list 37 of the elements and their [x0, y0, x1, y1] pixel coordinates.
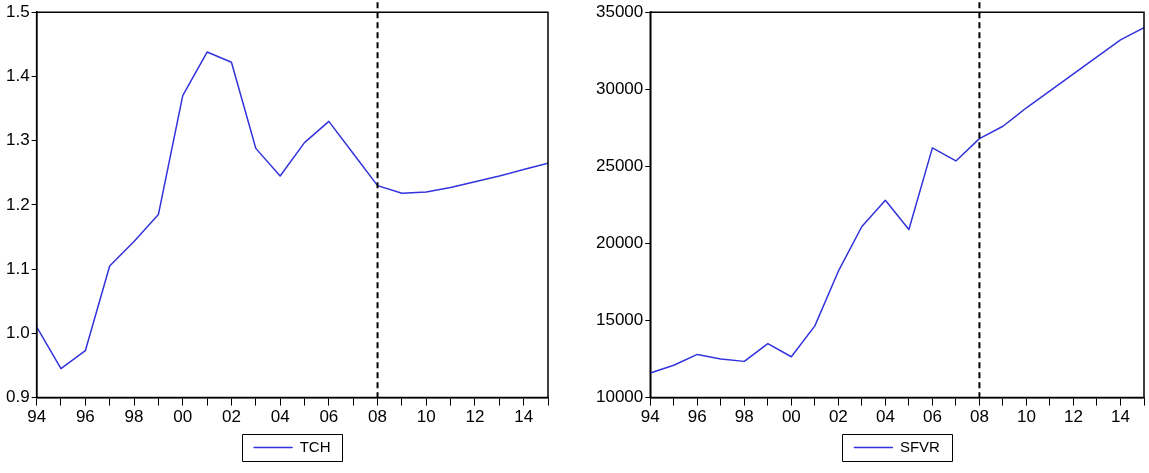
y-tick-label: 0.9 — [5, 387, 30, 407]
y-tick-label: 1.1 — [5, 258, 30, 278]
x-tick-label: 94 — [640, 407, 660, 427]
y-tick-label: 1.2 — [5, 194, 30, 214]
x-tick-label: 04 — [875, 407, 895, 427]
y-tick-label: 1.3 — [5, 130, 30, 150]
y-tick-label: 1.5 — [5, 1, 30, 21]
x-tick-label: 98 — [124, 407, 144, 427]
y-tick-label: 1.4 — [5, 66, 30, 86]
x-tick-label: 08 — [368, 407, 388, 427]
y-tick-label: 25000 — [595, 156, 644, 176]
x-tick-label: 96 — [75, 407, 95, 427]
x-tick-label: 96 — [687, 407, 707, 427]
x-tick-label: 02 — [828, 407, 848, 427]
x-tick-label: 00 — [781, 407, 801, 427]
y-tick-label: 30000 — [595, 78, 644, 98]
x-tick-label: 08 — [969, 407, 989, 427]
x-tick-label: 98 — [734, 407, 754, 427]
x-tick-label: 00 — [173, 407, 193, 427]
x-tick-label: 10 — [416, 407, 436, 427]
x-tick-label: 06 — [319, 407, 339, 427]
legend-label: TCH — [299, 437, 331, 455]
y-tick-label: 35000 — [595, 1, 644, 21]
legend-label: SFVR — [899, 437, 941, 455]
x-tick-label: 10 — [1016, 407, 1036, 427]
x-tick-label: 12 — [465, 407, 485, 427]
x-tick-label: 12 — [1064, 407, 1083, 427]
y-tick-label: 10000 — [595, 387, 644, 407]
x-tick-label: 94 — [27, 407, 47, 427]
y-tick-label: 15000 — [595, 310, 644, 330]
x-tick-label: 06 — [922, 407, 942, 427]
x-tick-label: 14 — [1111, 407, 1130, 427]
x-tick-label: 04 — [270, 407, 290, 427]
x-tick-label: 02 — [221, 407, 241, 427]
y-tick-label: 20000 — [595, 233, 644, 253]
x-tick-label: 14 — [514, 407, 534, 427]
y-tick-label: 1.0 — [5, 323, 30, 343]
